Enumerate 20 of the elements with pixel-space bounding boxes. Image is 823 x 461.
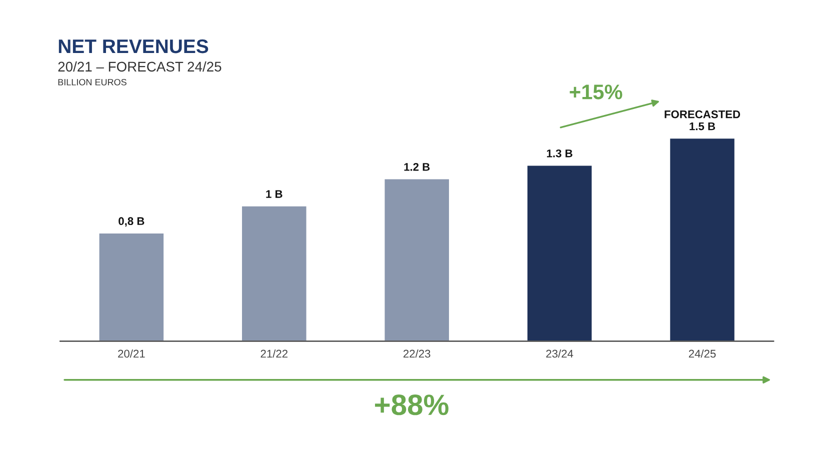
bar — [98, 232, 165, 342]
chart-title: NET REVENUES — [58, 39, 208, 54]
bar — [240, 205, 308, 342]
bar — [526, 164, 594, 342]
x-tick-label: 20/21 — [118, 349, 145, 358]
text: +88% — [375, 394, 448, 416]
text: BILLION EUROS — [58, 78, 126, 86]
data-label: 1.2 B — [404, 163, 430, 171]
data-label: 1 B — [266, 190, 282, 198]
x-tick-label: 24/25 — [688, 349, 716, 358]
text: +15% — [570, 84, 622, 100]
data-label: 0,8 B — [118, 217, 144, 227]
data-label: 1.3 B — [546, 149, 572, 158]
x-tick-label: 23/24 — [546, 349, 574, 358]
chart-subtitle: 20/21 – FORECAST 24/25 — [58, 61, 222, 72]
x-tick-label: 21/22 — [260, 349, 288, 358]
x-tick-label: 22/23 — [404, 349, 430, 358]
bar — [668, 137, 736, 342]
data-label: FORECASTED 1.5 B — [664, 110, 740, 130]
bar — [383, 178, 450, 342]
